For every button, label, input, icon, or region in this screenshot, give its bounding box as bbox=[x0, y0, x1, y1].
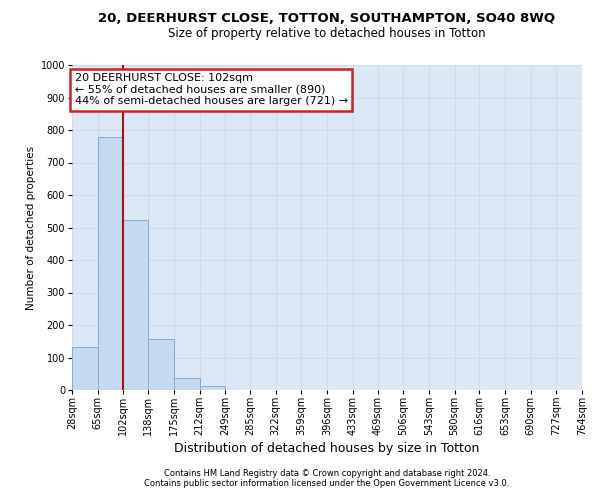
Bar bbox=[98, 137, 123, 390]
Text: 20 DEERHURST CLOSE: 102sqm
← 55% of detached houses are smaller (890)
44% of sem: 20 DEERHURST CLOSE: 102sqm ← 55% of deta… bbox=[75, 73, 348, 106]
X-axis label: Distribution of detached houses by size in Totton: Distribution of detached houses by size … bbox=[175, 442, 479, 455]
Bar bbox=[174, 378, 199, 390]
Text: 20, DEERHURST CLOSE, TOTTON, SOUTHAMPTON, SO40 8WQ: 20, DEERHURST CLOSE, TOTTON, SOUTHAMPTON… bbox=[98, 12, 556, 26]
Text: Size of property relative to detached houses in Totton: Size of property relative to detached ho… bbox=[168, 28, 486, 40]
Bar bbox=[199, 386, 225, 390]
Y-axis label: Number of detached properties: Number of detached properties bbox=[26, 146, 37, 310]
Bar bbox=[123, 220, 148, 390]
Text: Contains public sector information licensed under the Open Government Licence v3: Contains public sector information licen… bbox=[145, 478, 509, 488]
Bar bbox=[72, 347, 98, 390]
Text: Contains HM Land Registry data © Crown copyright and database right 2024.: Contains HM Land Registry data © Crown c… bbox=[164, 468, 490, 477]
Bar bbox=[148, 339, 174, 390]
